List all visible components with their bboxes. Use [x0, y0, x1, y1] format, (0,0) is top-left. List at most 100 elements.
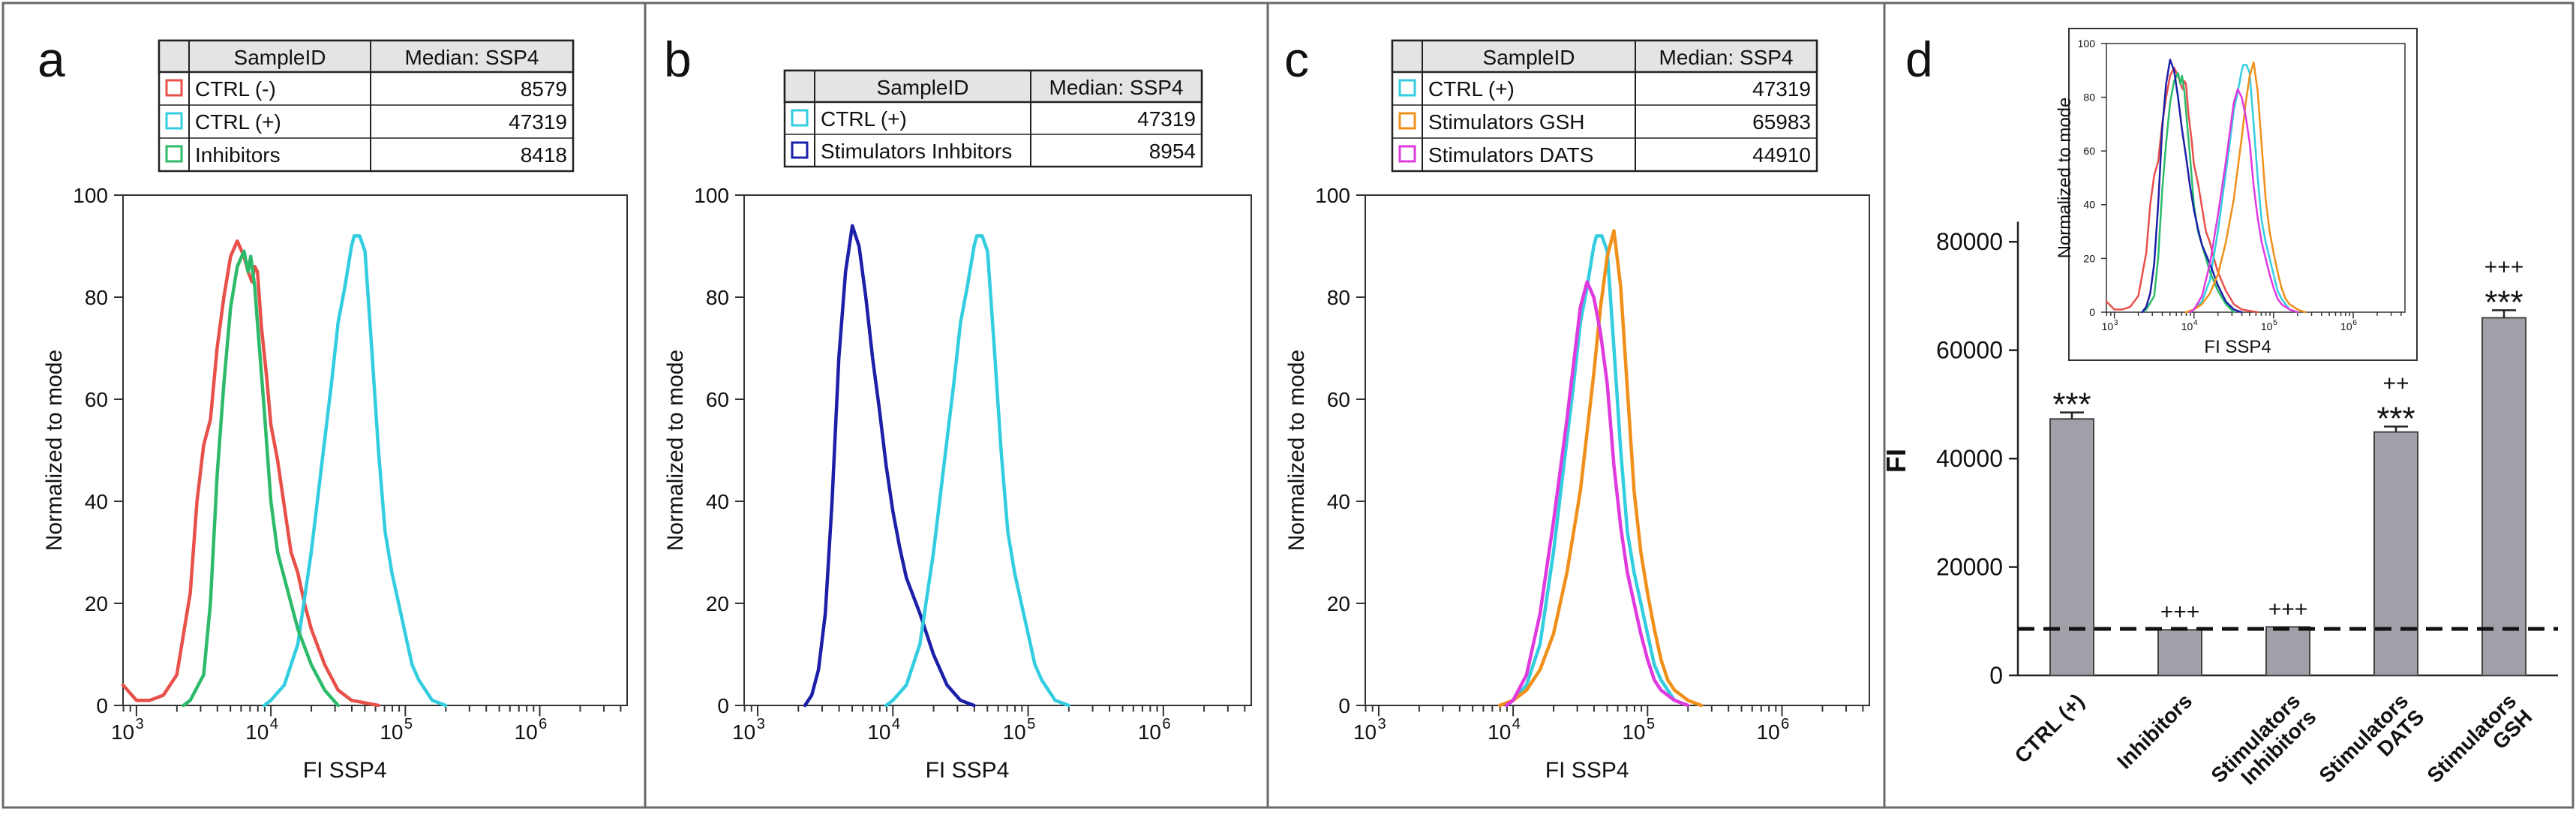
histogram-series-line: [2184, 61, 2307, 314]
x-tick-exponent: 4: [892, 716, 900, 732]
x-tick-exponent: 3: [757, 716, 765, 732]
x-tick-exponent: 4: [2193, 319, 2198, 327]
legend-label: Inhibitors: [195, 143, 281, 167]
significance-plus: +++: [2160, 600, 2200, 624]
x-tick-exponent: 5: [1647, 716, 1655, 732]
x-axis-label: FI SSP4: [1545, 758, 1629, 783]
x-tick-exponent: 3: [2114, 319, 2118, 327]
x-tick-label: 10: [515, 720, 538, 744]
histogram-series-line: [1497, 229, 1704, 708]
x-tick-exponent: 5: [2273, 319, 2277, 327]
y-tick-label: 80: [85, 286, 108, 309]
y-tick-label: 80: [1327, 286, 1350, 309]
x-tick-exponent: 6: [1162, 716, 1170, 732]
table-header-median: Median: SSP4: [405, 46, 539, 69]
x-tick-label: 10: [732, 720, 755, 744]
legend-label: CTRL (-): [195, 77, 276, 101]
histogram-series-line: [2141, 72, 2235, 314]
legend-table-b: SampleID Median: SSP4 CTRL (+) 47319 Sti…: [783, 69, 1203, 168]
x-tick-exponent: 6: [1781, 716, 1789, 732]
x-tick-label: 10: [1353, 720, 1377, 744]
y-tick-label: 0: [1338, 694, 1350, 717]
x-tick-label: 10: [2181, 320, 2193, 332]
legend-median: 47319: [1752, 77, 1811, 101]
y-tick-label: 20: [1327, 592, 1350, 615]
panel-letter-d: d: [1905, 32, 1933, 87]
x-tick-exponent: 3: [1378, 716, 1386, 732]
x-tick-exponent: 4: [1512, 716, 1521, 732]
x-tick-label: 10: [1138, 720, 1161, 744]
x-tick-label: 10: [380, 720, 403, 744]
x-tick-exponent: 6: [2352, 319, 2357, 327]
y-axis-label: FI: [1881, 449, 1911, 473]
legend-median: 8579: [521, 77, 567, 101]
significance-plus: +++: [2268, 597, 2308, 621]
legend-label: CTRL (+): [1428, 77, 1515, 101]
significance-stars: ***: [2484, 284, 2523, 320]
y-tick-label: 60: [2083, 145, 2095, 157]
legend-table-c: SampleID Median: SSP4 CTRL (+) 47319 Sti…: [1391, 39, 1818, 173]
bar: [2481, 317, 2526, 676]
panel-letter-b: b: [664, 32, 692, 87]
histogram-series-line: [262, 234, 448, 708]
y-tick-label: 20: [2083, 252, 2095, 264]
legend-swatch: [791, 109, 809, 127]
y-tick-label: 0: [2089, 306, 2095, 318]
x-axis-label: FI SSP4: [926, 758, 1010, 783]
x-tick-label: 10: [2340, 320, 2352, 332]
histogram-series-line: [1504, 280, 1690, 708]
y-tick-label: 40000: [1936, 445, 2003, 472]
y-tick-label: 60: [1327, 388, 1350, 411]
y-tick-label: 0: [96, 694, 108, 717]
legend-label: CTRL (+): [821, 107, 907, 131]
x-tick-exponent: 5: [1027, 716, 1035, 732]
legend-label: Stimulators GSH: [1428, 110, 1585, 134]
significance-stars: ***: [2376, 400, 2415, 437]
table-header-median: Median: SSP4: [1049, 76, 1184, 99]
legend-table-a: SampleID Median: SSP4 CTRL (-) 8579 CTRL…: [158, 39, 575, 173]
bar: [2049, 418, 2094, 676]
legend-median: 65983: [1752, 110, 1811, 134]
y-tick-label: 20: [706, 592, 729, 615]
panel-letter-c: c: [1284, 32, 1309, 87]
y-tick-label: 60000: [1936, 337, 2003, 364]
legend-median: 44910: [1752, 143, 1811, 167]
x-tick-exponent: 6: [539, 716, 547, 732]
y-tick-label: 40: [2083, 199, 2095, 211]
y-tick-label: 0: [717, 694, 729, 717]
significance-plus: ++: [2382, 371, 2409, 395]
legend-swatch: [165, 79, 183, 97]
y-axis-label: Normalized to mode: [1284, 350, 1309, 551]
x-axis-label: FI SSP4: [303, 758, 387, 783]
y-axis-label: Normalized to mode: [42, 350, 67, 551]
y-tick-label: 40: [706, 490, 729, 513]
legend-median: 8418: [521, 143, 567, 167]
x-tick-label: 10: [2102, 320, 2114, 332]
y-tick-label: 100: [1315, 184, 1350, 207]
y-tick-label: 60: [85, 388, 108, 411]
x-tick-label: 10: [245, 720, 269, 744]
y-tick-label: 80: [706, 286, 729, 309]
y-tick-label: 0: [1989, 662, 2003, 689]
x-tick-exponent: 4: [270, 716, 278, 732]
table-header-sampleid: SampleID: [877, 76, 969, 99]
table-header-sampleid: SampleID: [234, 46, 326, 69]
bar: [2373, 431, 2418, 677]
histogram-series-line: [803, 224, 976, 708]
y-tick-label: 40: [1327, 490, 1350, 513]
inset-border: [2068, 28, 2418, 361]
y-tick-label: 100: [694, 184, 729, 207]
legend-swatch: [1398, 79, 1416, 97]
x-tick-label: 10: [1622, 720, 1645, 744]
x-tick-label: 10: [867, 720, 890, 744]
x-tick-exponent: 5: [404, 716, 413, 732]
x-tick-label: 10: [1488, 720, 1511, 744]
table-header-median: Median: SSP4: [1659, 46, 1794, 69]
y-axis-label: Normalized to mode: [2055, 98, 2075, 259]
legend-label: Stimulators Inhbitors: [821, 140, 1012, 163]
significance-plus: +++: [2484, 254, 2524, 279]
panel-letter-a: a: [38, 32, 65, 87]
